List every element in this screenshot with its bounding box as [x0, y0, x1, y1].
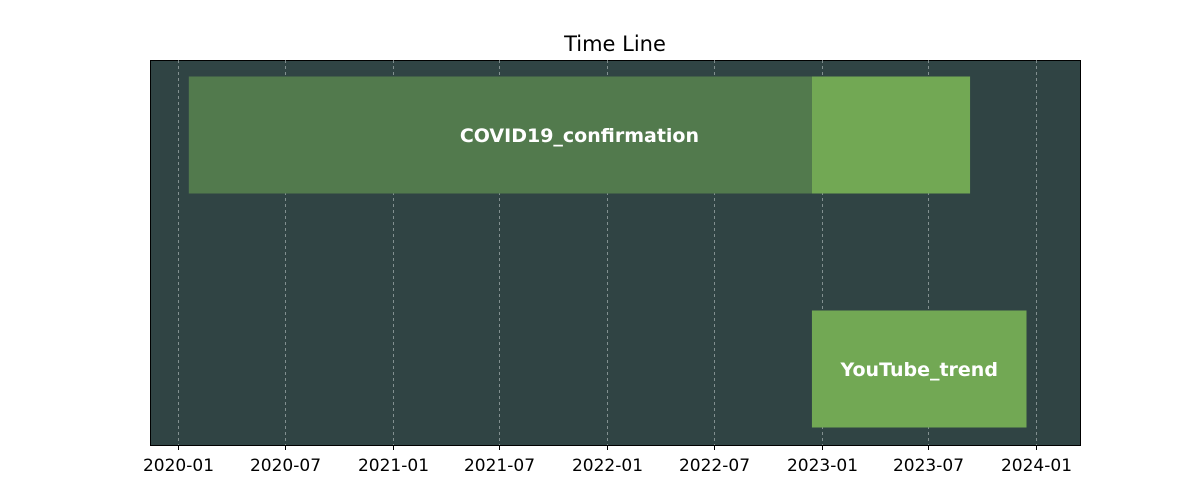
timeline-bar-label: YouTube_trend — [839, 359, 997, 381]
x-tick-label: 2023-07 — [893, 456, 964, 476]
timeline-bar-segment — [188, 76, 812, 194]
timeline-bars: COVID19_confirmation YouTube_trend — [188, 76, 1027, 428]
x-tick-label: 2020-01 — [143, 456, 214, 476]
timeline-bar-label: COVID19_confirmation — [460, 125, 699, 147]
x-tick-label: 2022-07 — [679, 456, 750, 476]
timeline-bar-segment — [811, 310, 1027, 428]
x-tick-label: 2020-07 — [250, 456, 321, 476]
x-tick-label: 2023-01 — [787, 456, 858, 476]
x-axis: 2020-01 2020-07 2021-01 2021-07 2022-01 2022-… — [143, 445, 1072, 476]
x-tick-label: 2021-01 — [358, 456, 429, 476]
x-tick-label: 2024-01 — [1001, 456, 1072, 476]
x-tick-label: 2022-01 — [572, 456, 643, 476]
chart-title: Time Line — [563, 32, 666, 56]
x-tick-label: 2021-07 — [464, 456, 535, 476]
timeline-bar-segment — [811, 76, 971, 194]
